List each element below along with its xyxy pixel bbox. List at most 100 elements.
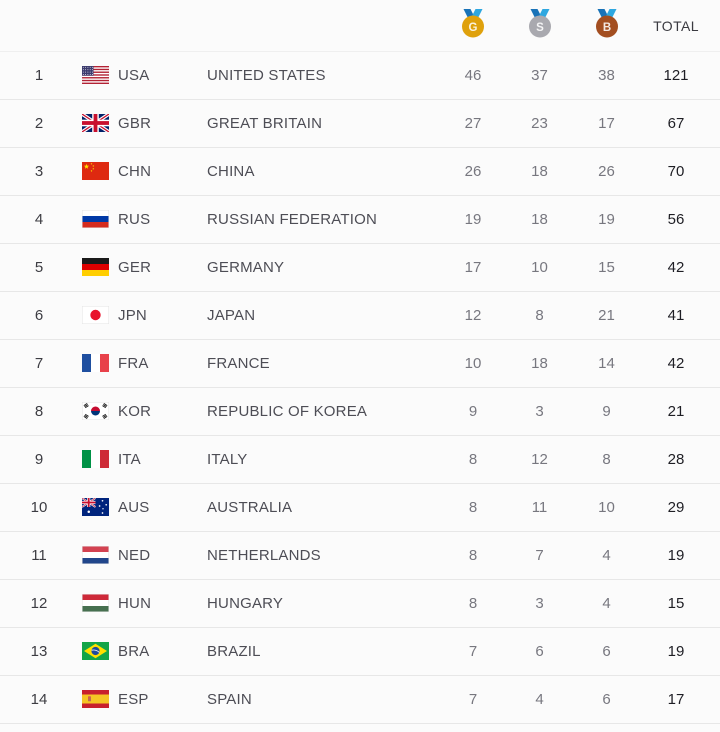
- table-row[interactable]: 10 AUS AUSTRALIA 8 11 10 29: [0, 484, 720, 532]
- gold-count: 46: [464, 67, 482, 84]
- rank-number: 11: [31, 547, 47, 564]
- bronze-column-header: B: [573, 4, 640, 47]
- flag-usa-icon: [82, 66, 109, 85]
- total-count: 41: [667, 307, 685, 324]
- table-row[interactable]: 1 USA UNITED STATES 46 37 38 121: [0, 52, 720, 100]
- gold-count: 7: [468, 691, 478, 708]
- country-code: USA: [118, 67, 150, 84]
- rank-number: 5: [34, 259, 44, 276]
- table-row[interactable]: 11 NED NETHERLANDS 8 7 4 19: [0, 532, 720, 580]
- total-count: 67: [667, 115, 685, 132]
- table-row[interactable]: 12 HUN HUNGARY 8 3 4 15: [0, 580, 720, 628]
- total-count: 15: [667, 595, 685, 612]
- country-name: HUNGARY: [207, 595, 284, 612]
- country-code: HUN: [118, 595, 152, 612]
- svg-text:S: S: [536, 22, 544, 34]
- table-row[interactable]: 5 GER GERMANY 17 10 15 42: [0, 244, 720, 292]
- country-name: FRANCE: [207, 355, 270, 372]
- table-row[interactable]: 9 ITA ITALY 8 12 8 28: [0, 436, 720, 484]
- country-code: ITA: [118, 451, 141, 468]
- total-column-header: TOTAL: [653, 17, 699, 34]
- flag-ned-icon: [82, 546, 109, 565]
- country-flag: [78, 546, 114, 565]
- rank-number: 1: [34, 67, 44, 84]
- country-name: SPAIN: [207, 691, 252, 708]
- rank-number: 6: [34, 307, 44, 324]
- rank-number: 3: [34, 163, 44, 180]
- gold-count: 12: [464, 307, 482, 324]
- total-count: 29: [667, 499, 685, 516]
- country-code: NED: [118, 547, 151, 564]
- country-code: KOR: [118, 403, 152, 420]
- gold-count: 8: [468, 547, 478, 564]
- silver-count: 10: [531, 259, 548, 276]
- country-flag: [78, 306, 114, 325]
- silver-count: 6: [535, 643, 544, 660]
- gold-count: 26: [464, 163, 482, 180]
- silver-count: 7: [535, 547, 544, 564]
- table-row[interactable]: 4 RUS RUSSIAN FEDERATION 19 18 19 56: [0, 196, 720, 244]
- flag-aus-icon: [82, 498, 109, 517]
- rank-number: 12: [30, 595, 48, 612]
- country-flag: [78, 114, 114, 133]
- country-flag: [78, 258, 114, 277]
- bronze-count: 19: [598, 211, 615, 228]
- rank-number: 7: [34, 355, 44, 372]
- table-row[interactable]: 7 FRA FRANCE 10 18 14 42: [0, 340, 720, 388]
- bronze-count: 10: [598, 499, 615, 516]
- table-row[interactable]: 2 GBR GREAT BRITAIN 27 23 17 67: [0, 100, 720, 148]
- rank-number: 8: [34, 403, 44, 420]
- gold-count: 8: [468, 451, 478, 468]
- country-flag: [78, 642, 114, 661]
- silver-count: 18: [531, 163, 548, 180]
- total-count: 42: [667, 259, 685, 276]
- silver-count: 8: [535, 307, 544, 324]
- country-code: GER: [118, 259, 152, 276]
- country-code: BRA: [118, 643, 150, 660]
- rank-number: 9: [34, 451, 44, 468]
- total-count: 121: [663, 67, 689, 84]
- country-flag: [78, 66, 114, 85]
- bronze-count: 38: [598, 67, 615, 84]
- bronze-count: 8: [602, 451, 611, 468]
- country-code: AUS: [118, 499, 150, 516]
- total-count: 42: [667, 355, 685, 372]
- table-row[interactable]: 6 JPN JAPAN 12 8 21 41: [0, 292, 720, 340]
- table-row[interactable]: 13 BRA BRAZIL 7 6 6 19: [0, 628, 720, 676]
- country-flag: [78, 162, 114, 181]
- flag-jpn-icon: [82, 306, 109, 325]
- country-flag: [78, 498, 114, 517]
- silver-count: 37: [531, 67, 548, 84]
- bronze-count: 17: [598, 115, 615, 132]
- country-code: CHN: [118, 163, 152, 180]
- country-flag: [78, 594, 114, 613]
- table-row[interactable]: 14 ESP SPAIN 7 4 6 17: [0, 676, 720, 724]
- country-code: JPN: [118, 307, 147, 324]
- gold-count: 8: [468, 595, 478, 612]
- total-count: 56: [667, 211, 685, 228]
- table-row[interactable]: 8 KOR REPUBLIC OF KOREA 9 3 9 21: [0, 388, 720, 436]
- country-name: NETHERLANDS: [207, 547, 321, 564]
- bronze-medal-icon: B: [594, 4, 620, 43]
- table-header: G S B TOTAL: [0, 0, 720, 52]
- flag-rus-icon: [82, 210, 109, 229]
- country-name: AUSTRALIA: [207, 499, 293, 516]
- flag-ger-icon: [82, 258, 109, 277]
- country-code: RUS: [118, 211, 151, 228]
- country-flag: [78, 690, 114, 709]
- bronze-count: 4: [602, 595, 611, 612]
- bronze-count: 9: [602, 403, 611, 420]
- table-row[interactable]: 3 CHN CHINA 26 18 26 70: [0, 148, 720, 196]
- silver-count: 23: [531, 115, 548, 132]
- country-name: JAPAN: [207, 307, 256, 324]
- flag-fra-icon: [82, 354, 109, 373]
- silver-count: 11: [531, 499, 548, 516]
- bronze-count: 6: [602, 691, 611, 708]
- country-name: GERMANY: [207, 259, 285, 276]
- rank-number: 13: [30, 643, 48, 660]
- silver-count: 3: [535, 403, 544, 420]
- gold-count: 10: [464, 355, 482, 372]
- gold-count: 8: [468, 499, 478, 516]
- total-count: 28: [667, 451, 685, 468]
